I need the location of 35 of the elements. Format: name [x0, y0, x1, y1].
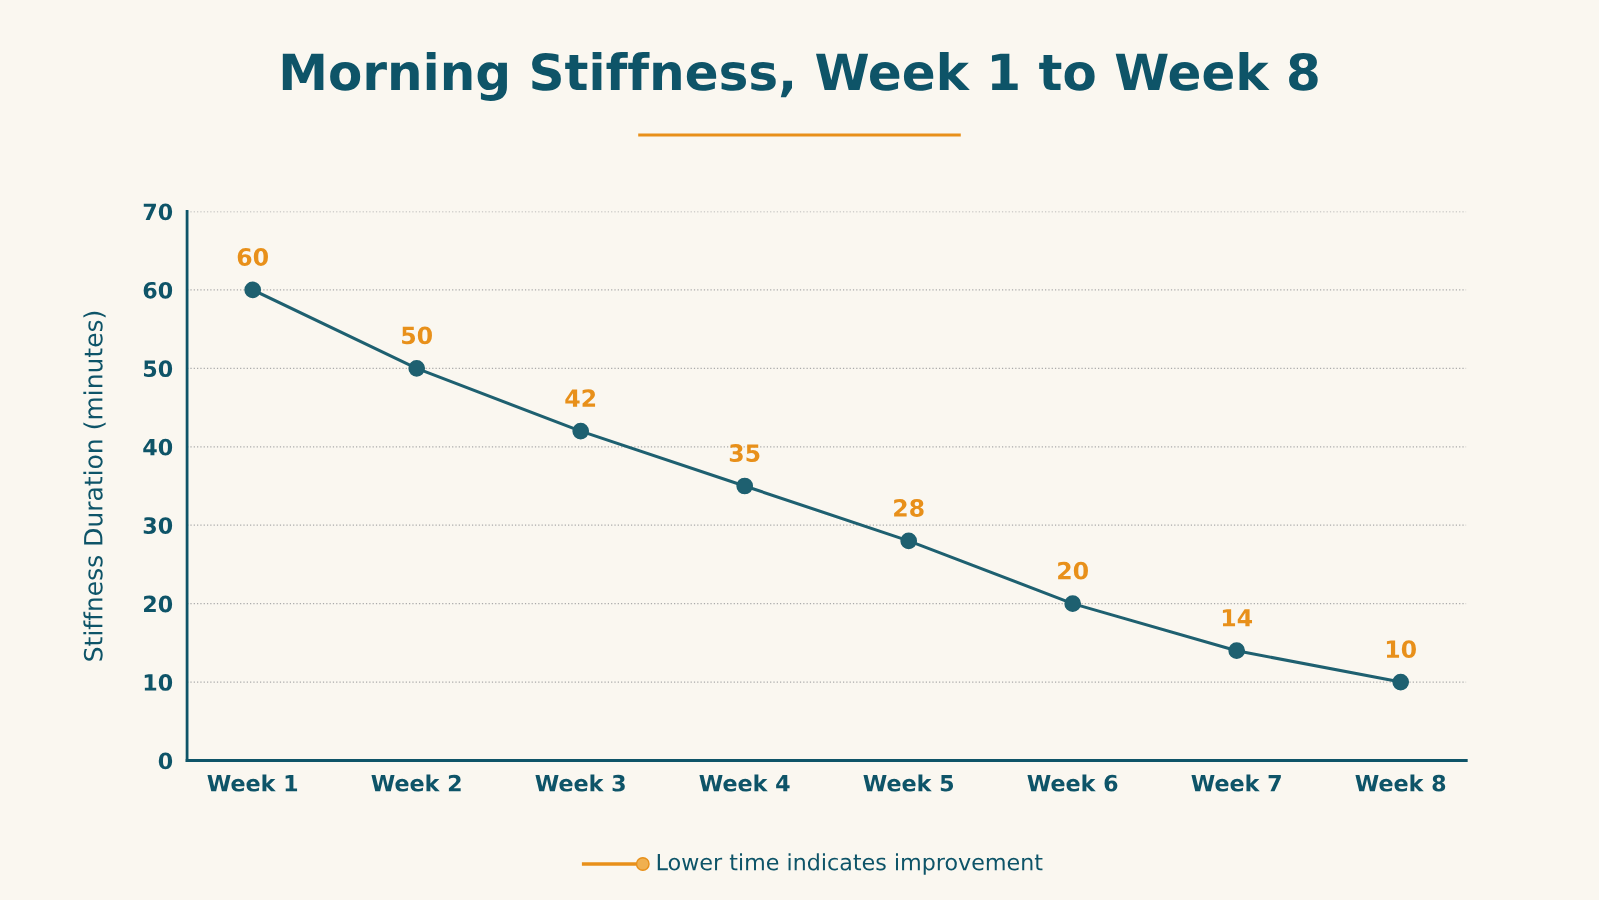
point [572, 422, 590, 440]
point [408, 360, 426, 377]
x-tick-label: Week 4 [699, 774, 790, 792]
data-label: 10 [1386, 640, 1416, 659]
x-tick-label: Week 5 [863, 774, 954, 792]
point [1392, 673, 1410, 691]
point [900, 532, 918, 550]
x-tick-label: Week 1 [207, 774, 298, 792]
data-label: 35 [729, 444, 760, 462]
x-tick-label: Week 8 [1355, 774, 1446, 792]
x-tick-label: Week 3 [535, 774, 625, 792]
text: Lower time indicates improvement [657, 853, 1043, 875]
x-tick-label: Week 7 [1191, 774, 1281, 792]
y-tick-label: 40 [143, 438, 173, 456]
x-tick-label: Week 6 [1027, 774, 1118, 792]
point [1228, 642, 1246, 660]
y-tick-label: 60 [143, 281, 173, 299]
data-label: 28 [894, 499, 924, 517]
chart-title: Morning Stiffness, Week 1 to Week 8 [282, 52, 1318, 101]
data-label: 60 [237, 248, 268, 266]
y-axis-title: Stiffness Duration (minutes) [83, 311, 106, 661]
y-tick-label: 30 [143, 517, 173, 534]
y-tick-label: 50 [143, 360, 173, 378]
point [736, 477, 754, 495]
data-label: 20 [1058, 561, 1088, 580]
y-tick-label: 20 [144, 595, 173, 613]
data-label: 14 [1222, 609, 1253, 627]
y-tick-label: 10 [144, 674, 173, 691]
y-tick-label: 0 [158, 752, 173, 770]
point [1064, 595, 1082, 612]
data-label: 50 [402, 326, 432, 345]
data-label: 42 [565, 389, 596, 407]
point [244, 281, 262, 299]
x-tick-label: Week 2 [371, 774, 461, 792]
y-tick-label: 70 [143, 203, 173, 221]
